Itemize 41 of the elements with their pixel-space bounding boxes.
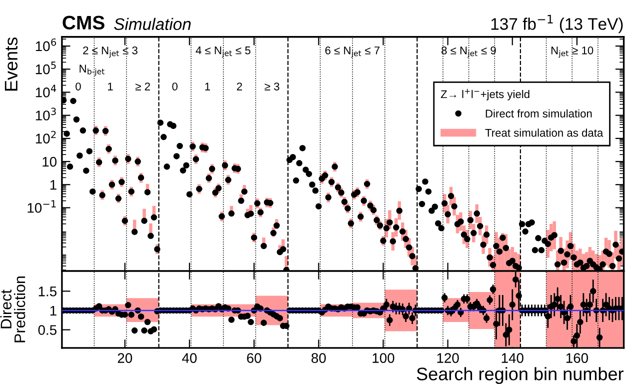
legend-label: Treat simulation as data [485, 128, 604, 137]
chart-subtitle: Simulation [114, 18, 191, 30]
annotation: N$_{jet}$ ≥ 10 [551, 46, 594, 58]
y-tick-label: 1 [50, 306, 56, 316]
annotation: 4 ≤ N$_{jet}$ ≤ 5 [196, 46, 250, 58]
annotation: 1 [205, 82, 210, 90]
x-tick-label: 40 [182, 353, 197, 363]
y-tick-label: 10$^{−1}$ [28, 200, 56, 213]
annotation: ≥ 3 [264, 82, 280, 90]
y-tick-label: 10 [42, 156, 57, 167]
y-axis-title: Direct Prediction [0, 276, 26, 342]
annotation: 8 ≤ N$_{jet}$ ≤ 9 [442, 46, 496, 58]
x-tick-label: 80 [312, 353, 326, 363]
annotation: N$_{b-jet}$ [80, 64, 104, 76]
x-tick-label: 120 [437, 353, 459, 363]
y-tick-label: 10$^{5}$ [36, 62, 56, 74]
y-axis-title: Events [4, 38, 18, 91]
x-tick-label: 60 [247, 353, 262, 363]
y-tick-label: 10$^{4}$ [36, 84, 56, 98]
x-tick-label: 20 [118, 353, 132, 363]
annotation: 2 ≤ N$_{jet}$ ≤ 3 [83, 46, 138, 58]
chart-title: CMS [62, 16, 104, 30]
text: 137 fb$^{−1}$ (13 TeV) [491, 14, 623, 34]
y-tick-label: 1.5 [38, 286, 56, 296]
x-tick-label: 100 [372, 353, 394, 363]
annotation: 0 [172, 82, 178, 90]
annotation: ≥ 2 [136, 82, 150, 90]
y-tick-label: 10$^{2}$ [36, 130, 56, 144]
y-tick-label: 1 [50, 180, 56, 190]
annotation: 0 [76, 82, 81, 90]
x-tick-label: 140 [502, 353, 524, 363]
y-tick-label: 0.5 [38, 325, 56, 335]
y-tick-label: 10$^{6}$ [36, 38, 56, 52]
x-axis-title: Search region bin number [416, 367, 624, 384]
legend-label: Direct from simulation [486, 109, 592, 118]
y-tick-label: 10$^{3}$ [36, 108, 56, 120]
annotation: 6 ≤ N$_{jet}$ ≤ 7 [325, 46, 380, 58]
annotation: 1 [108, 82, 113, 90]
legend-title: Z→ l$^{+}$l$^{−}$+jets yield [440, 88, 530, 100]
annotation: 2 [236, 82, 242, 90]
x-tick-label: 160 [566, 353, 588, 363]
